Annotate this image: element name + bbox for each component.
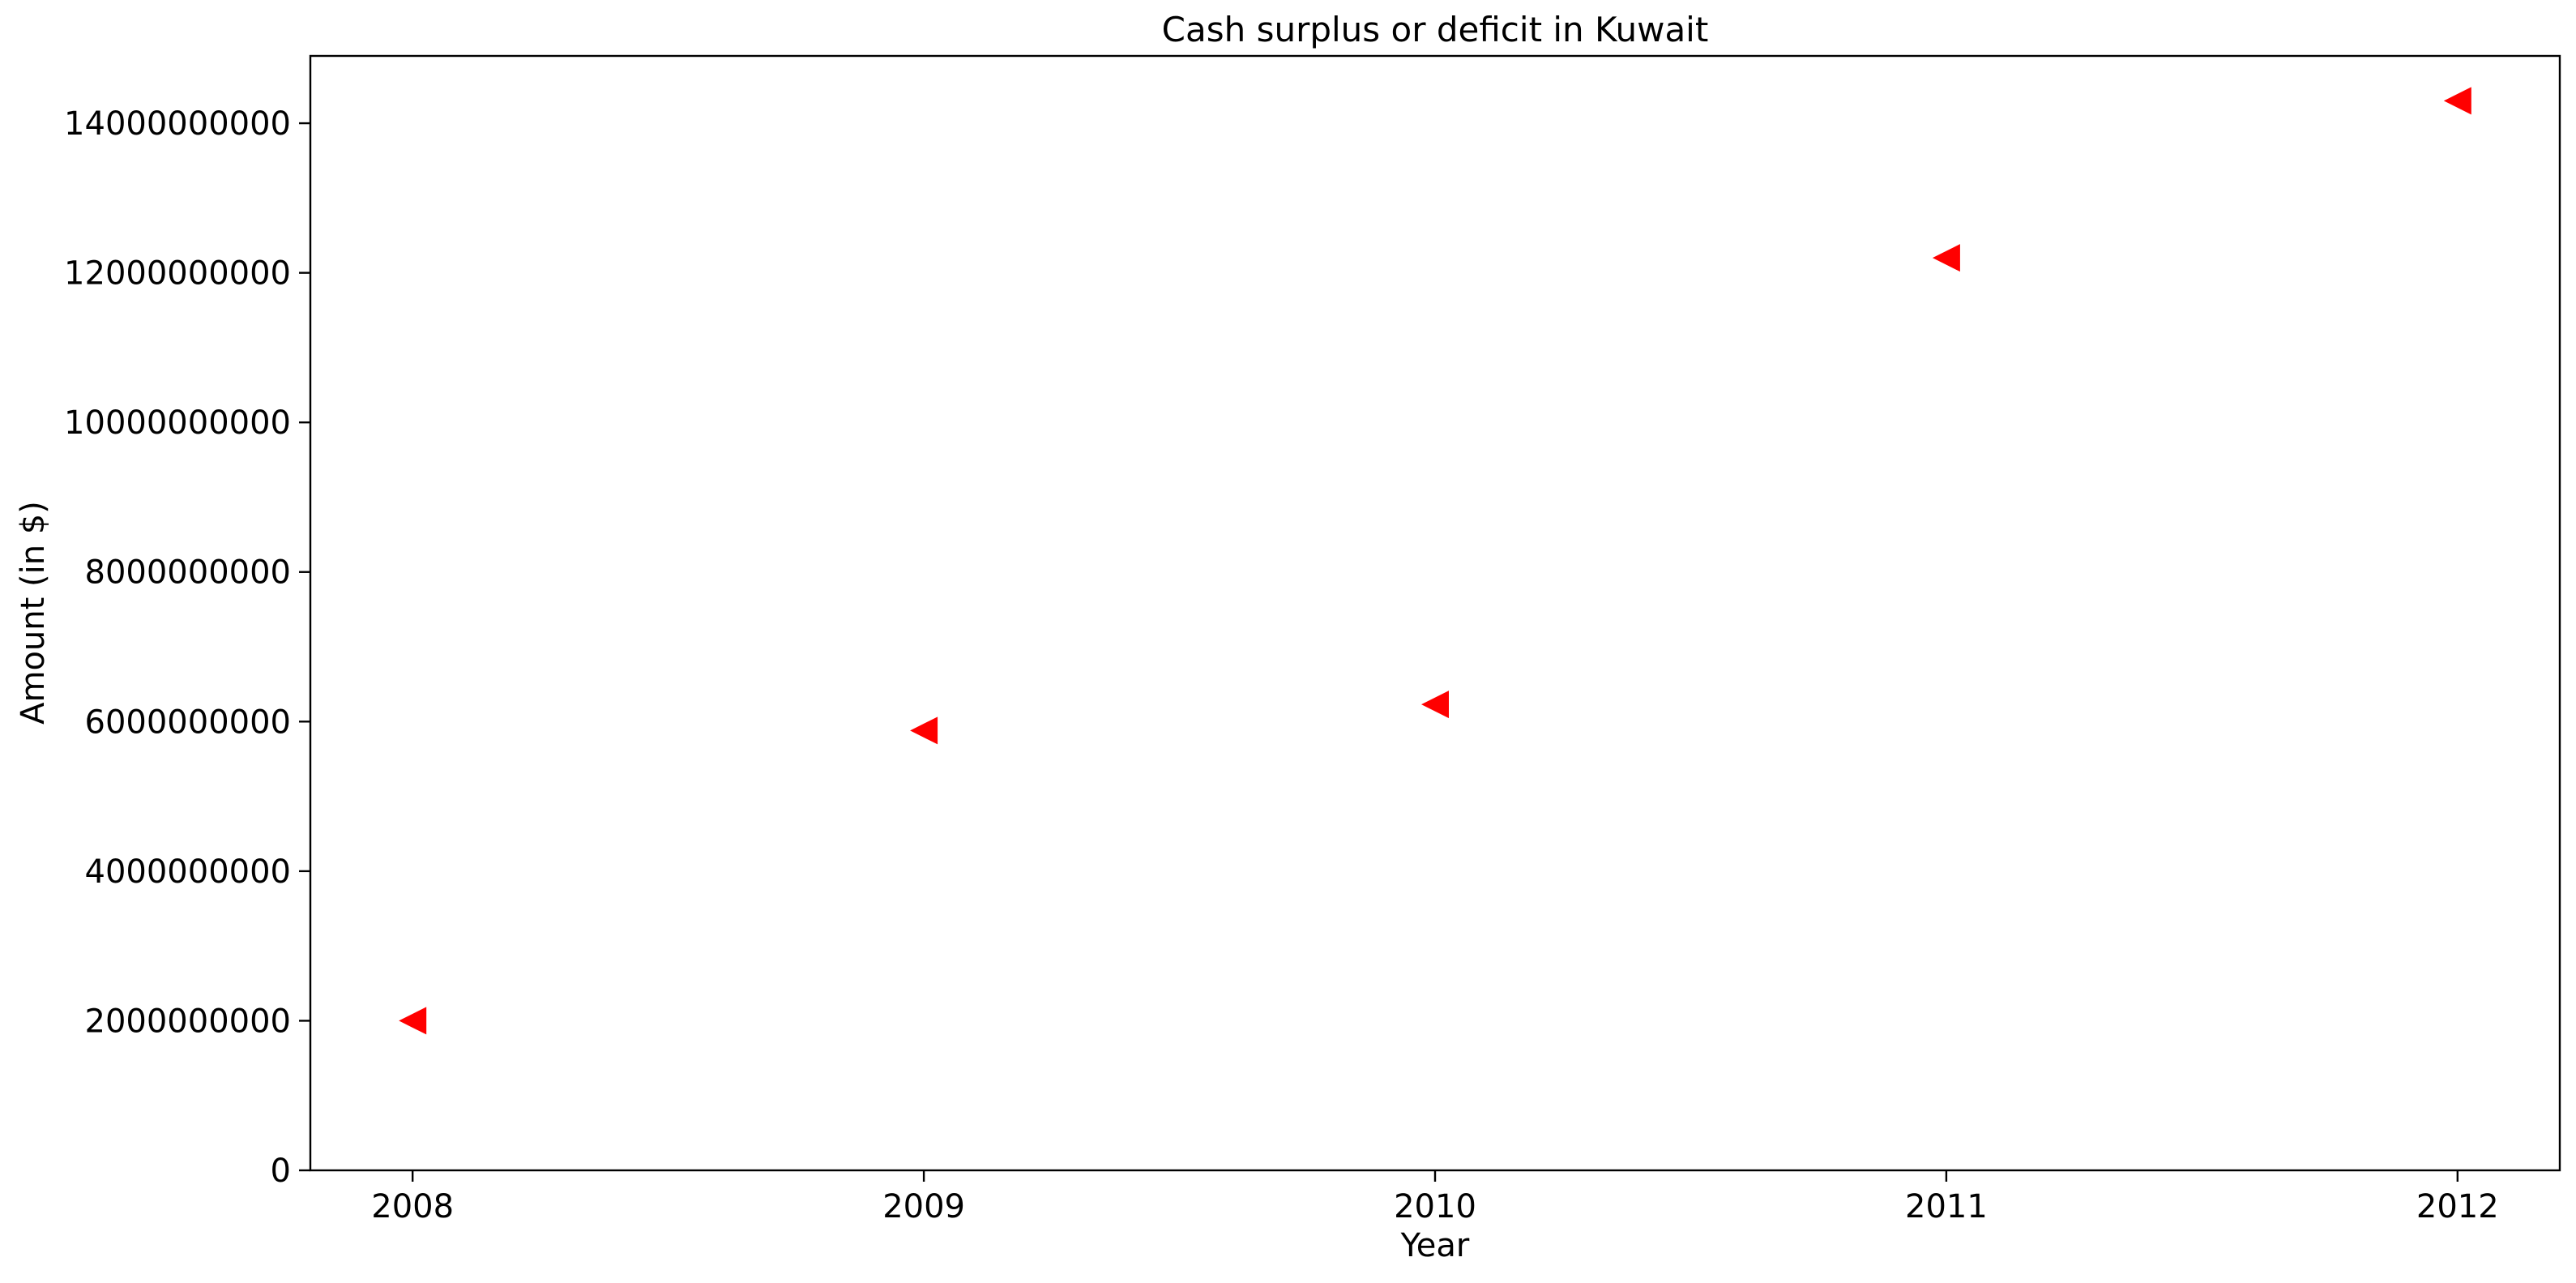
y-tick-label: 2000000000 bbox=[85, 1003, 292, 1040]
chart-title: Cash surplus or deficit in Kuwait bbox=[1162, 10, 1709, 49]
y-tick-label: 14000000000 bbox=[64, 105, 291, 143]
data-point-marker bbox=[1932, 244, 1960, 272]
data-point-marker bbox=[2443, 87, 2471, 115]
y-tick-label: 4000000000 bbox=[85, 853, 292, 891]
data-point-marker bbox=[399, 1007, 427, 1035]
data-series bbox=[399, 87, 2471, 1035]
x-tick-label: 2009 bbox=[882, 1188, 965, 1225]
y-tick-label: 12000000000 bbox=[64, 255, 291, 293]
x-tick-label: 2012 bbox=[2416, 1188, 2499, 1225]
x-tick-label: 2011 bbox=[1905, 1188, 1988, 1225]
plot-frame bbox=[309, 54, 2561, 1172]
y-axis: 0 2000000000 4000000000 6000000000 800000000… bbox=[64, 105, 310, 1190]
y-tick-label: 10000000000 bbox=[64, 404, 291, 442]
y-tick-label: 0 bbox=[271, 1153, 291, 1190]
y-tick-label: 8000000000 bbox=[85, 554, 292, 592]
x-tick-label: 2008 bbox=[371, 1188, 454, 1225]
data-point-marker bbox=[1421, 691, 1449, 719]
x-tick-label: 2010 bbox=[1394, 1188, 1476, 1225]
y-axis-title: Amount (in $) bbox=[15, 501, 52, 725]
x-axis: 2008 2009 2010 2011 2012 bbox=[371, 1170, 2499, 1225]
y-tick-label: 6000000000 bbox=[85, 704, 292, 741]
data-point-marker bbox=[910, 716, 938, 745]
x-axis-title: Year bbox=[1400, 1227, 1470, 1264]
